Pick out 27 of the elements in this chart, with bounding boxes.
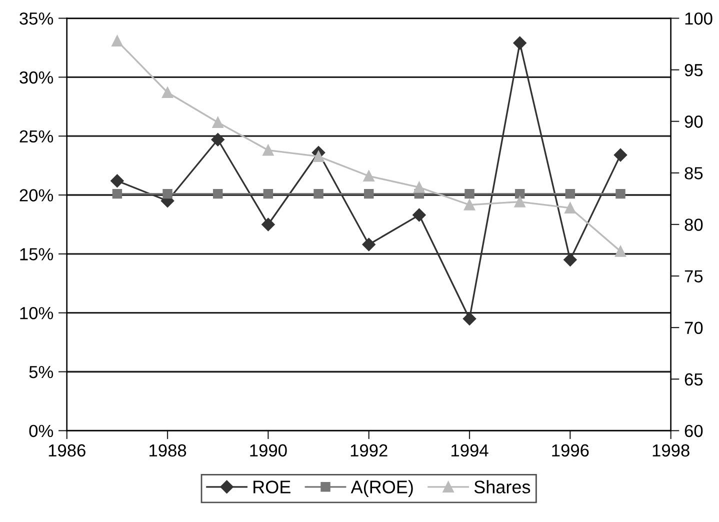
y-tick-label: 25% — [20, 130, 54, 143]
y2-tick-label: 100 — [685, 12, 712, 25]
y2-tick-label: 70 — [684, 322, 703, 334]
x-tick-label: 1992 — [350, 444, 388, 457]
x-tick-label: 1986 — [48, 444, 86, 457]
y-tick-label: 20% — [20, 189, 54, 202]
y2-tick-label: 95 — [684, 64, 703, 76]
y2-tick-label: 60 — [684, 424, 703, 438]
y-tick-label: 0% — [29, 424, 54, 438]
y-tick-label: 5% — [29, 366, 54, 378]
legend-label: ROE — [254, 480, 290, 494]
y2-tick-label: 80 — [684, 218, 703, 231]
y-tick-label: 15% — [20, 248, 54, 260]
x-tick-label: 1996 — [552, 444, 589, 457]
y-tick-label: 35% — [20, 12, 54, 25]
y-tick-label: 30% — [20, 71, 54, 84]
y2-tick-label: 90 — [684, 116, 703, 128]
legend-label: Shares — [474, 480, 530, 494]
x-tick-label: 1990 — [250, 444, 287, 457]
y2-tick-label: 65 — [684, 373, 703, 386]
x-tick-label: 1994 — [452, 444, 488, 457]
y2-tick-label: 85 — [684, 167, 703, 180]
y-tick-label: 10% — [20, 306, 54, 320]
legend-label: A(ROE) — [350, 480, 413, 497]
x-tick-label: 1998 — [652, 444, 690, 457]
x-tick-label: 1988 — [150, 444, 186, 457]
y2-tick-label: 75 — [684, 270, 703, 282]
